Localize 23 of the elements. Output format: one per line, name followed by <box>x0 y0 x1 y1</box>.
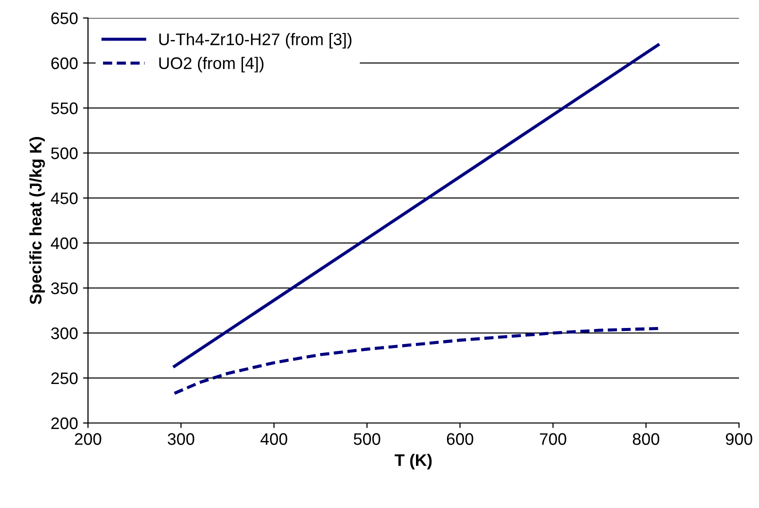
y-tick-label: 350 <box>51 282 78 294</box>
x-tick-label: 800 <box>632 433 660 445</box>
x-tick-label: 200 <box>74 433 102 445</box>
x-tick-label: 300 <box>168 433 194 445</box>
y-tick-label: 450 <box>50 192 78 204</box>
x-tick-label: 400 <box>260 433 288 445</box>
y-tick-label: 400 <box>50 237 78 250</box>
y-tick-label: 550 <box>51 102 78 114</box>
x-tick-label: 900 <box>726 433 752 445</box>
x-axis-title: T (K) <box>394 454 432 470</box>
y-tick-label: 650 <box>51 12 78 24</box>
y-tick-label: 300 <box>51 327 78 340</box>
line-series <box>172 326 660 395</box>
x-tick-label: 500 <box>354 433 380 445</box>
x-tick-label: 700 <box>540 433 566 445</box>
y-tick-label: 250 <box>51 372 78 384</box>
y-tick-label: 600 <box>51 57 78 70</box>
y-axis-title: Specific heat (J/kg K) <box>29 137 45 304</box>
legend-label: U-Th4-Zr10-H27 (from [3]) <box>159 33 352 49</box>
y-tick-label: 200 <box>51 417 78 430</box>
x-tick-label: 600 <box>446 433 474 445</box>
legend-label: UO2 (from [4]) <box>159 56 264 72</box>
y-tick-label: 500 <box>51 147 78 160</box>
